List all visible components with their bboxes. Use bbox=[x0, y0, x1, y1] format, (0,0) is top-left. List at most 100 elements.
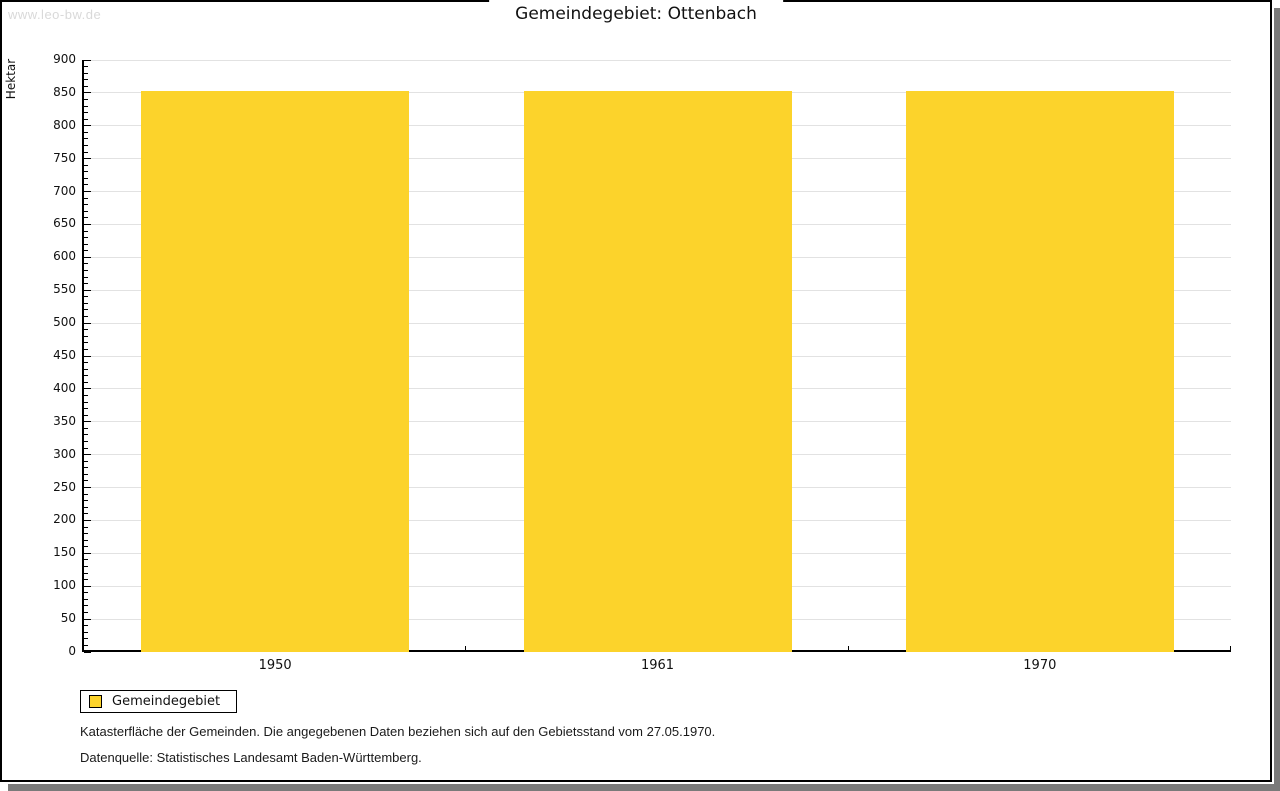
bar-gemeindegebiet-1950 bbox=[141, 90, 410, 652]
watermark: www.leo-bw.de bbox=[8, 7, 102, 22]
y-major-tick bbox=[84, 454, 91, 456]
y-minor-tick bbox=[84, 572, 88, 574]
y-minor-tick bbox=[84, 164, 88, 166]
y-tick-label-50: 50 bbox=[60, 611, 76, 626]
y-minor-tick bbox=[84, 243, 88, 245]
x-axis-separator-tick bbox=[847, 646, 849, 652]
y-minor-tick bbox=[84, 368, 88, 370]
y-minor-tick bbox=[84, 375, 88, 377]
y-minor-tick bbox=[84, 414, 88, 416]
y-minor-tick bbox=[84, 612, 88, 614]
y-minor-tick bbox=[84, 644, 88, 646]
y-tick-label-650: 650 bbox=[53, 216, 76, 231]
y-major-tick bbox=[84, 388, 91, 390]
y-minor-tick bbox=[84, 302, 88, 304]
y-minor-tick bbox=[84, 592, 88, 594]
y-major-tick bbox=[84, 618, 91, 620]
y-minor-tick bbox=[84, 329, 88, 331]
y-major-tick bbox=[84, 60, 91, 61]
y-minor-tick bbox=[84, 408, 88, 410]
y-minor-tick bbox=[84, 296, 88, 298]
y-minor-tick bbox=[84, 335, 88, 337]
y-minor-tick bbox=[84, 230, 88, 232]
y-tick-label-400: 400 bbox=[53, 380, 76, 395]
x-axis-separator-tick bbox=[465, 646, 467, 652]
y-minor-tick bbox=[84, 559, 88, 561]
y-tick-label-700: 700 bbox=[53, 183, 76, 198]
y-tick-label-450: 450 bbox=[53, 348, 76, 362]
bar-gemeindegebiet-1961 bbox=[523, 90, 792, 652]
y-minor-tick bbox=[84, 85, 88, 87]
y-minor-tick bbox=[84, 184, 88, 186]
y-minor-tick bbox=[84, 269, 88, 271]
y-tick-label-200: 200 bbox=[53, 512, 76, 527]
legend: Gemeindegebiet bbox=[80, 690, 238, 713]
y-tick-label-750: 750 bbox=[53, 150, 76, 165]
y-minor-tick bbox=[84, 309, 88, 311]
y-minor-tick bbox=[84, 217, 88, 219]
y-minor-tick bbox=[84, 118, 88, 120]
y-tick-label-800: 800 bbox=[53, 117, 76, 132]
y-major-tick bbox=[84, 92, 91, 94]
y-minor-tick bbox=[84, 394, 88, 396]
y-minor-tick bbox=[84, 565, 88, 567]
y-tick-label-850: 850 bbox=[53, 84, 76, 99]
y-major-tick bbox=[84, 552, 91, 554]
y-minor-tick bbox=[84, 72, 88, 74]
y-minor-tick bbox=[84, 131, 88, 133]
y-minor-tick bbox=[84, 138, 88, 140]
y-minor-tick bbox=[84, 605, 88, 607]
y-minor-tick bbox=[84, 631, 88, 633]
y-minor-tick bbox=[84, 539, 88, 541]
y-minor-tick bbox=[84, 427, 88, 429]
y-major-tick bbox=[84, 289, 91, 291]
x-tick-label-1970: 1970 bbox=[1023, 658, 1057, 673]
y-minor-tick bbox=[84, 151, 88, 153]
y-tick-label-150: 150 bbox=[53, 545, 76, 560]
footnote-source-note: Katasterfläche der Gemeinden. Die angege… bbox=[80, 724, 716, 739]
y-minor-tick bbox=[84, 441, 88, 442]
y-minor-tick bbox=[84, 513, 88, 515]
y-minor-tick bbox=[84, 263, 88, 265]
y-minor-tick bbox=[84, 348, 88, 350]
y-minor-tick bbox=[84, 467, 88, 469]
chart-title: Gemeindegebiet: Ottenbach bbox=[489, 0, 783, 29]
y-minor-tick bbox=[84, 533, 88, 535]
y-major-tick bbox=[84, 421, 91, 423]
y-tick-label-0: 0 bbox=[68, 644, 76, 658]
y-tick-label-550: 550 bbox=[53, 282, 76, 297]
y-minor-tick bbox=[84, 171, 88, 173]
y-tick-label-100: 100 bbox=[53, 578, 76, 593]
y-minor-tick bbox=[84, 79, 88, 81]
y-minor-tick bbox=[84, 447, 88, 449]
y-tick-label-250: 250 bbox=[53, 479, 76, 494]
y-major-tick bbox=[84, 651, 91, 653]
y-minor-tick bbox=[84, 112, 88, 114]
y-minor-tick bbox=[84, 401, 88, 403]
y-tick-label-350: 350 bbox=[53, 413, 76, 428]
x-tick-label-1950: 1950 bbox=[258, 658, 292, 673]
y-tick-label-900: 900 bbox=[53, 52, 76, 66]
y-minor-tick bbox=[84, 177, 88, 179]
y-minor-tick bbox=[84, 276, 88, 278]
y-minor-tick bbox=[84, 237, 88, 239]
y-minor-tick bbox=[84, 342, 88, 344]
x-tick-label-1961: 1961 bbox=[640, 658, 675, 673]
y-major-tick bbox=[84, 322, 91, 324]
y-minor-tick bbox=[84, 500, 88, 502]
y-major-tick bbox=[84, 256, 91, 258]
y-major-tick bbox=[84, 223, 91, 225]
legend-label: Gemeindegebiet bbox=[112, 694, 221, 709]
y-major-tick bbox=[84, 191, 91, 193]
y-tick-label-300: 300 bbox=[53, 446, 76, 461]
y-minor-tick bbox=[84, 546, 88, 548]
x-axis-end-tick bbox=[1230, 646, 1231, 652]
y-minor-tick bbox=[84, 210, 88, 212]
legend-swatch-gemeindegebiet bbox=[89, 695, 102, 708]
footnote-data-source: Datenquelle: Statistisches Landesamt Bad… bbox=[80, 750, 422, 765]
y-major-tick bbox=[84, 487, 91, 489]
gridline-900 bbox=[84, 60, 1231, 61]
y-minor-tick bbox=[84, 493, 88, 495]
y-minor-tick bbox=[84, 598, 88, 600]
